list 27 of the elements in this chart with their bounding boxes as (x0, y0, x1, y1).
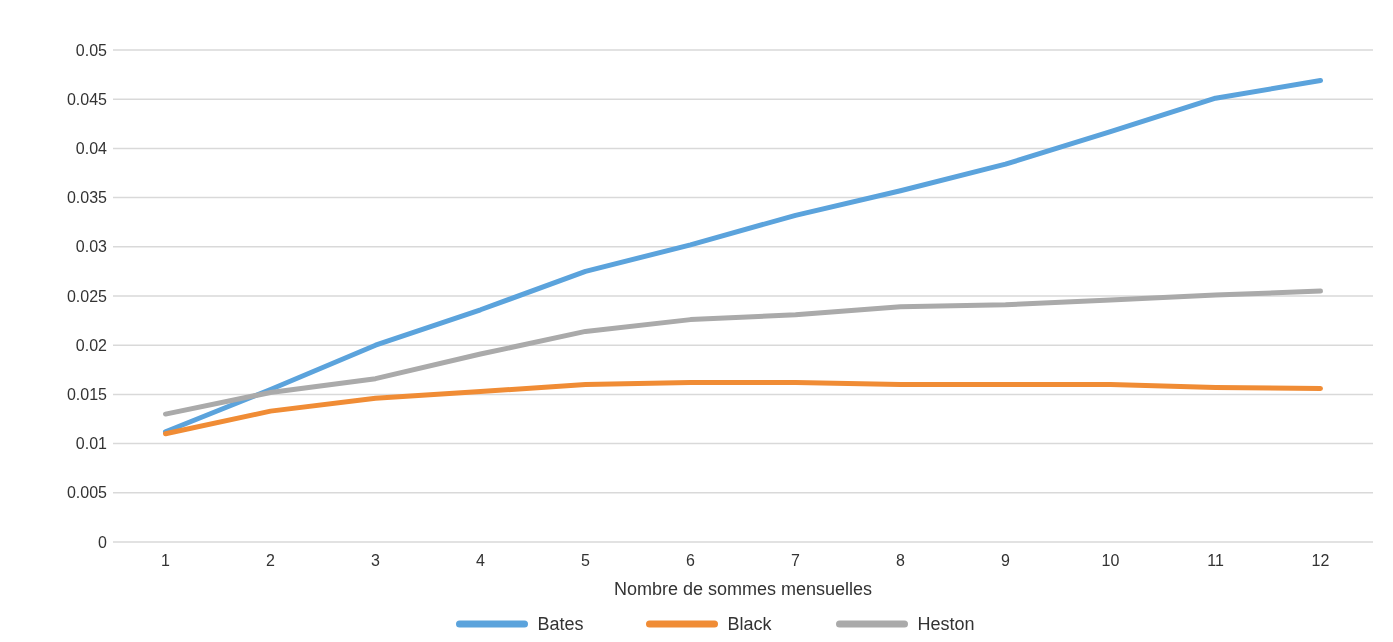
legend-label: Heston (917, 614, 975, 635)
x-tick-label: 7 (791, 552, 801, 569)
y-tick-label: 0.005 (66, 484, 108, 502)
y-tick-label: 0.025 (66, 287, 108, 305)
y-tick-label: 0.01 (75, 435, 108, 453)
x-tick-label: 10 (1101, 552, 1120, 569)
x-tick-label: 8 (896, 552, 906, 569)
x-tick-label: 5 (581, 552, 591, 569)
legend-label: Bates (537, 614, 584, 635)
legend-label: Black (727, 614, 773, 635)
x-tick-label: 11 (1207, 552, 1224, 569)
y-tick-label: 0.03 (75, 238, 108, 256)
y-tick-label: 0.045 (66, 90, 108, 108)
x-tick-label: 4 (476, 552, 486, 569)
x-tick-label: 2 (266, 552, 276, 569)
y-tick-label: 0.05 (75, 41, 108, 59)
x-tick-label: 12 (1311, 552, 1330, 569)
y-tick-label: 0.035 (66, 189, 108, 207)
x-tick-label: 9 (1001, 552, 1011, 569)
y-tick-label: 0.015 (66, 386, 108, 403)
x-axis-title: Nombre de sommes mensuelles (613, 579, 873, 599)
y-tick-label: 0 (98, 533, 108, 551)
x-tick-label: 1 (161, 552, 171, 569)
x-tick-label: 3 (371, 552, 381, 569)
x-tick-label: 6 (686, 552, 696, 569)
y-tick-label: 0.04 (75, 140, 108, 157)
y-tick-label: 0.02 (75, 336, 108, 354)
